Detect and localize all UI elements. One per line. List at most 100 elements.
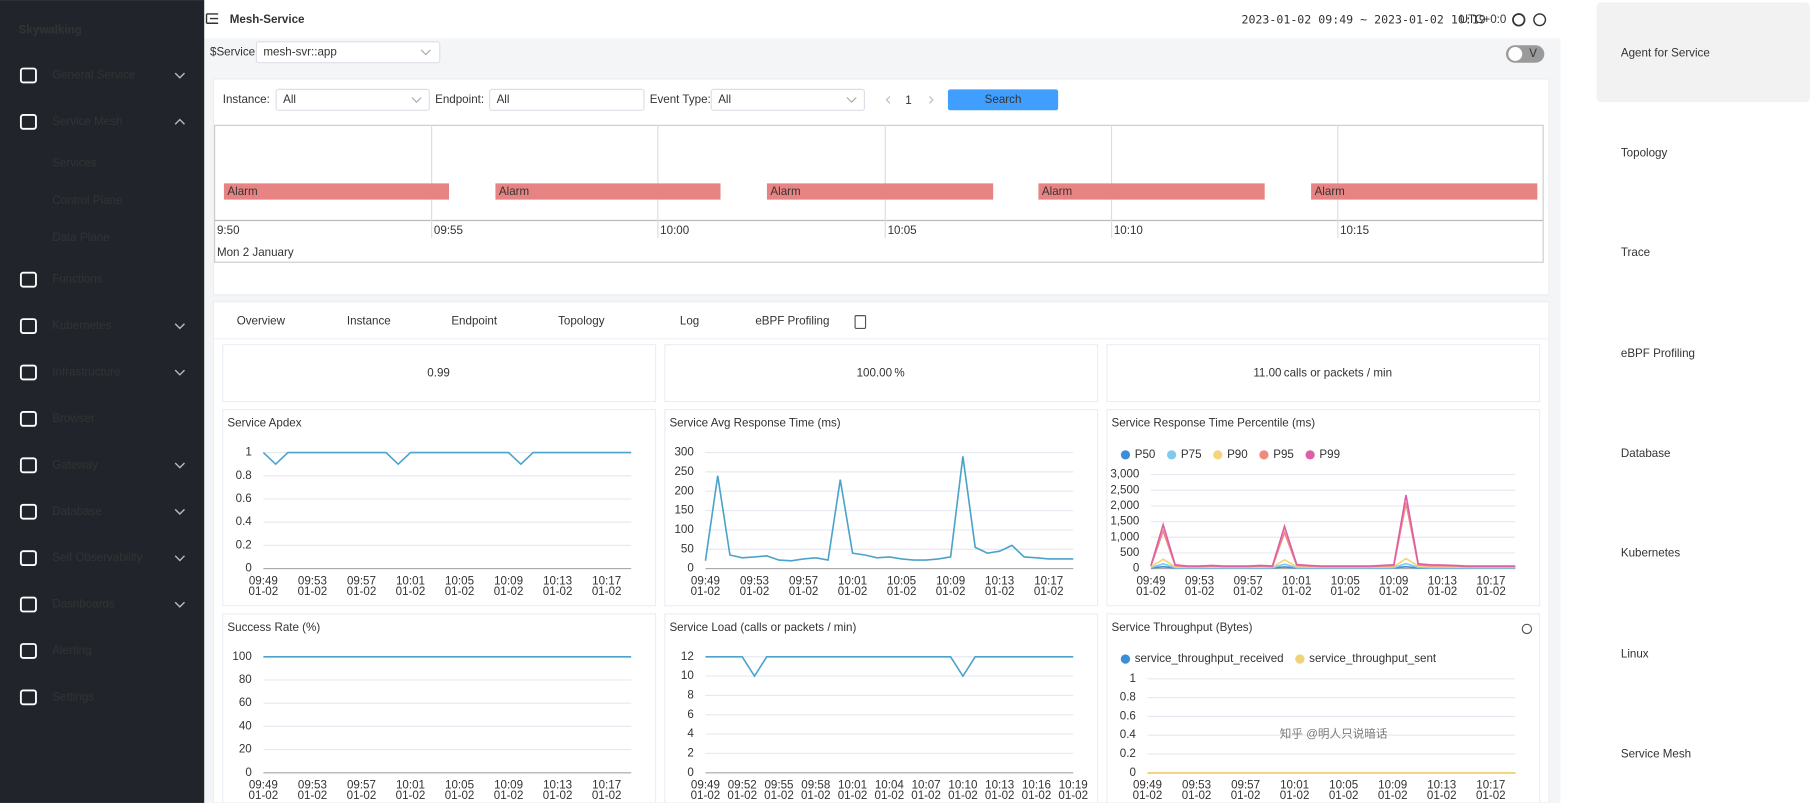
menu-item[interactable]: Infrastructure bbox=[52, 366, 120, 379]
tab[interactable]: Instance bbox=[347, 315, 391, 328]
y-tick-label: 80 bbox=[239, 673, 252, 686]
x-tick-date: 01-02 bbox=[543, 789, 573, 802]
x-tick-label: 10:01 bbox=[838, 574, 867, 587]
tab[interactable]: Topology bbox=[558, 315, 605, 328]
alarm-bar[interactable] bbox=[1311, 183, 1538, 200]
menu-item[interactable]: General Service bbox=[52, 69, 135, 82]
series-line bbox=[705, 655, 1074, 678]
chart-title: Service Apdex bbox=[227, 417, 301, 430]
service-select[interactable] bbox=[255, 41, 441, 64]
x-tick-label: 10:10 bbox=[948, 779, 977, 792]
chart-info-icon[interactable] bbox=[1521, 623, 1533, 635]
x-tick-date: 01-02 bbox=[1058, 789, 1088, 802]
legend-label[interactable]: service_throughput_sent bbox=[1309, 652, 1437, 665]
search-button[interactable] bbox=[947, 89, 1059, 111]
right-menu-item[interactable]: Linux bbox=[1621, 647, 1649, 660]
pager-next[interactable] bbox=[928, 95, 934, 104]
right-menu-item[interactable]: Agent for Service bbox=[1621, 46, 1710, 59]
submenu-item[interactable]: Services bbox=[52, 157, 97, 170]
x-tick-date: 01-02 bbox=[691, 585, 721, 598]
filter-input[interactable] bbox=[275, 88, 430, 111]
pager-page[interactable]: 1 bbox=[905, 94, 911, 107]
alarm-bar[interactable] bbox=[223, 183, 450, 200]
menu-item[interactable]: Service Mesh bbox=[52, 115, 122, 128]
x-tick-date: 01-02 bbox=[592, 789, 622, 802]
menu-icon bbox=[19, 411, 37, 427]
metric-card bbox=[1106, 344, 1541, 403]
menu-item[interactable]: Browser bbox=[52, 412, 95, 425]
x-tick-label: 10:17 bbox=[1034, 574, 1063, 587]
right-menu-item[interactable]: Topology bbox=[1621, 146, 1668, 159]
x-tick-label: 09:57 bbox=[789, 574, 818, 587]
right-menu-item[interactable]: Kubernetes bbox=[1621, 547, 1681, 560]
y-tick-label: 1,500 bbox=[1110, 515, 1139, 528]
info-icon[interactable] bbox=[1533, 13, 1547, 27]
menu-item[interactable]: Self Observability bbox=[52, 551, 142, 564]
menu-item[interactable]: Gateway bbox=[52, 458, 98, 471]
filter-input[interactable] bbox=[710, 88, 865, 111]
x-tick-date: 01-02 bbox=[445, 789, 475, 802]
menu-item[interactable]: Functions bbox=[52, 273, 102, 286]
menu-item[interactable]: Database bbox=[52, 505, 102, 518]
x-tick-date: 01-02 bbox=[494, 585, 524, 598]
alarm-label: Alarm bbox=[1315, 185, 1345, 198]
y-tick-label: 12 bbox=[681, 650, 694, 663]
page-title: Mesh-Service bbox=[230, 13, 305, 26]
menu-item[interactable]: Dashboards bbox=[52, 598, 115, 611]
legend-marker[interactable] bbox=[1305, 450, 1315, 460]
alarm-bar[interactable] bbox=[495, 183, 721, 200]
x-tick-label: 10:17 bbox=[592, 779, 621, 792]
submenu-item[interactable]: Data Plane bbox=[52, 231, 109, 244]
y-tick-label: 0.6 bbox=[236, 492, 252, 505]
pager-prev[interactable] bbox=[885, 95, 891, 104]
x-tick-date: 01-02 bbox=[1185, 585, 1215, 598]
legend-marker[interactable] bbox=[1120, 654, 1131, 664]
legend-marker[interactable] bbox=[1295, 654, 1305, 664]
x-tick-label: 10:01 bbox=[396, 779, 425, 792]
legend-label[interactable]: P50 bbox=[1135, 448, 1156, 461]
refresh-icon[interactable] bbox=[1512, 13, 1526, 27]
legend-label[interactable]: P75 bbox=[1181, 448, 1202, 461]
filter-input[interactable] bbox=[489, 88, 645, 111]
metric-card bbox=[222, 344, 657, 403]
x-tick-date: 01-02 bbox=[789, 585, 819, 598]
x-tick-label: 10:04 bbox=[875, 779, 905, 792]
tab[interactable]: Log bbox=[680, 315, 699, 328]
menu-item[interactable]: Settings bbox=[52, 690, 94, 703]
menu-icon bbox=[19, 271, 37, 288]
chevron bbox=[174, 508, 185, 516]
right-menu-item[interactable]: Database bbox=[1621, 447, 1671, 460]
legend-marker[interactable] bbox=[1213, 450, 1223, 460]
legend-marker[interactable] bbox=[1120, 450, 1131, 460]
chevron bbox=[174, 118, 185, 125]
x-tick-date: 01-02 bbox=[691, 789, 721, 802]
y-tick-label: 0 bbox=[1133, 562, 1139, 575]
tab[interactable]: Endpoint bbox=[451, 315, 498, 328]
header-bar bbox=[204, 0, 1561, 39]
legend-marker[interactable] bbox=[1259, 450, 1269, 460]
menu-item[interactable]: Alerting bbox=[52, 644, 91, 657]
legend-label[interactable]: P99 bbox=[1319, 448, 1340, 461]
y-tick-label: 0 bbox=[687, 562, 693, 575]
legend-label[interactable]: P95 bbox=[1273, 448, 1294, 461]
alarm-label: Alarm bbox=[499, 185, 529, 198]
tab[interactable]: eBPF Profiling bbox=[755, 315, 829, 328]
legend-label[interactable]: service_throughput_received bbox=[1135, 652, 1284, 665]
right-menu-item[interactable]: Service Mesh bbox=[1621, 747, 1691, 760]
x-tick-date: 01-02 bbox=[764, 789, 794, 802]
alarm-bar[interactable] bbox=[1038, 183, 1265, 200]
menu-item[interactable]: Kubernetes bbox=[52, 319, 112, 332]
timeline-tick: 10:10 bbox=[1114, 224, 1143, 237]
right-menu-item[interactable]: eBPF Profiling bbox=[1621, 347, 1695, 360]
right-menu-item[interactable]: Trace bbox=[1621, 246, 1650, 259]
y-tick-label: 10 bbox=[681, 669, 694, 682]
alarm-bar[interactable] bbox=[766, 183, 994, 200]
tab[interactable]: Overview bbox=[237, 315, 286, 328]
submenu-item[interactable]: Control Plane bbox=[52, 194, 122, 207]
x-tick-label: 09:49 bbox=[249, 779, 278, 792]
legend-label[interactable]: P90 bbox=[1227, 448, 1248, 461]
legend-marker[interactable] bbox=[1166, 450, 1177, 460]
search-label[interactable]: Search bbox=[985, 93, 1022, 106]
chart-panel bbox=[1106, 613, 1541, 803]
